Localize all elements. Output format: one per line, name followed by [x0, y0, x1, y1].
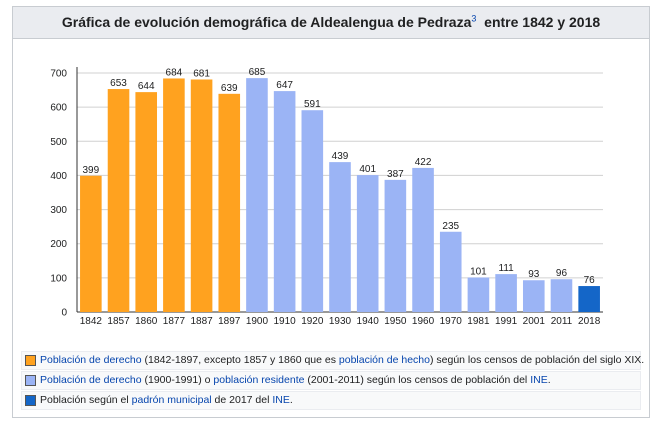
- bar-1960: [412, 167, 434, 312]
- legend-text: (2001-2011) según los censos de població…: [304, 374, 531, 386]
- legend-swatch: [25, 395, 36, 406]
- data-label-1877: 684: [166, 67, 183, 78]
- bar-1877: [163, 78, 185, 312]
- y-tick-label: 500: [50, 137, 67, 148]
- y-tick-label: 300: [50, 205, 67, 216]
- chart-legend: Población de derecho (1842-1897, excepto…: [21, 351, 645, 411]
- chart-title-suffix: entre 1842 y 2018: [484, 14, 601, 30]
- reference-link[interactable]: 3: [471, 13, 477, 24]
- data-label-1960: 422: [415, 157, 432, 168]
- data-label-1910: 647: [276, 80, 293, 91]
- legend-text: Población según el: [40, 394, 132, 406]
- data-label-1981: 101: [470, 267, 487, 278]
- legend-link[interactable]: población residente: [213, 374, 305, 386]
- legend-item-padron: Población según el padrón municipal de 2…: [21, 391, 641, 410]
- x-tick-label: 1940: [357, 316, 380, 327]
- x-tick-label: 1981: [467, 316, 490, 327]
- x-tick-label: 1910: [274, 316, 297, 327]
- bar-1930: [329, 162, 351, 312]
- legend-text: ) según los censos de población del sigl…: [429, 354, 645, 366]
- data-label-1991: 111: [499, 263, 515, 274]
- x-tick-label: 1960: [412, 316, 435, 327]
- y-tick-label: 100: [50, 273, 67, 284]
- x-tick-label: 1950: [384, 316, 407, 327]
- chart-title-text: Gráfica de evolución demográfica de Alde…: [61, 14, 472, 30]
- data-label-1950: 387: [387, 169, 404, 180]
- data-label-2018: 76: [584, 275, 596, 286]
- bar-1910: [273, 91, 296, 313]
- x-tick-label: 1897: [218, 316, 241, 327]
- data-label-1897: 639: [221, 83, 238, 94]
- x-tick-label: 1842: [80, 316, 103, 327]
- legend-link[interactable]: INE: [272, 394, 290, 406]
- data-label-1887: 681: [193, 68, 210, 79]
- data-label-1970: 235: [442, 221, 459, 232]
- legend-text: .: [547, 374, 551, 386]
- x-tick-label: 2001: [523, 316, 546, 327]
- legend-text: (1842-1897, excepto 1857 y 1860 que es: [141, 354, 339, 366]
- legend-text: (1900-1991) o: [141, 374, 214, 386]
- y-tick-label: 200: [50, 239, 67, 250]
- bar-2001: [522, 280, 545, 312]
- data-label-1900: 685: [249, 67, 266, 78]
- legend-link[interactable]: Población de derecho: [40, 374, 142, 386]
- bar-chart: 0 100 200 300 400 500 600 700 399 1842 653 1857 644 1…: [50, 67, 603, 327]
- chart-frame: Gráfica de evolución demográfica de Alde…: [12, 6, 650, 418]
- data-label-2001: 93: [528, 269, 540, 280]
- legend-swatch: [25, 375, 36, 386]
- bar-1887: [190, 79, 213, 312]
- data-label-2011: 96: [556, 268, 568, 279]
- legend-link[interactable]: padrón municipal: [131, 394, 212, 406]
- x-tick-label: 1970: [440, 316, 463, 327]
- bar-2011: [550, 279, 573, 312]
- bar-2018: [578, 286, 600, 312]
- bar-1900: [246, 78, 268, 312]
- bar-1981: [467, 277, 490, 312]
- x-tick-label: 1877: [163, 316, 186, 327]
- bar-1970: [439, 231, 462, 312]
- bar-1842: [80, 175, 102, 312]
- bar-1860: [135, 92, 158, 313]
- y-tick-label: 700: [50, 69, 67, 80]
- chart-title: Gráfica de evolución demográfica de Alde…: [13, 7, 649, 39]
- data-label-1857: 653: [110, 78, 127, 89]
- x-tick-label: 1900: [246, 316, 269, 327]
- data-label-1860: 644: [138, 81, 155, 92]
- bar-1940: [356, 175, 379, 312]
- bar-1920: [301, 110, 324, 312]
- bar-1950: [384, 179, 407, 312]
- y-tick-label: 400: [50, 171, 67, 182]
- y-tick-label: 600: [50, 103, 67, 114]
- data-label-1930: 439: [332, 151, 349, 162]
- x-tick-label: 1930: [329, 316, 352, 327]
- legend-text: .: [289, 394, 293, 406]
- bar-1991: [495, 274, 517, 312]
- legend-link[interactable]: INE: [530, 374, 548, 386]
- x-tick-label: 2018: [578, 316, 601, 327]
- x-tick-label: 1920: [301, 316, 324, 327]
- x-tick-label: 1860: [135, 316, 158, 327]
- data-label-1842: 399: [82, 165, 99, 176]
- x-tick-label: 2011: [551, 316, 573, 327]
- legend-item-derecho_xix: Población de derecho (1842-1897, excepto…: [21, 351, 645, 370]
- legend-link[interactable]: Población de derecho: [40, 354, 142, 366]
- data-label-1940: 401: [359, 164, 376, 175]
- bar-1857: [107, 89, 130, 312]
- x-tick-label: 1857: [107, 316, 130, 327]
- data-label-1920: 591: [304, 99, 321, 110]
- x-tick-label: 1887: [190, 316, 213, 327]
- legend-link[interactable]: población de hecho: [338, 354, 430, 366]
- legend-text: de 2017 del: [211, 394, 273, 406]
- x-tick-label: 1991: [495, 316, 518, 327]
- y-tick-label: 0: [61, 308, 67, 319]
- legend-item-derecho_residente: Población de derecho (1900-1991) o pobla…: [21, 371, 641, 390]
- legend-swatch: [25, 355, 36, 366]
- bar-1897: [218, 93, 241, 312]
